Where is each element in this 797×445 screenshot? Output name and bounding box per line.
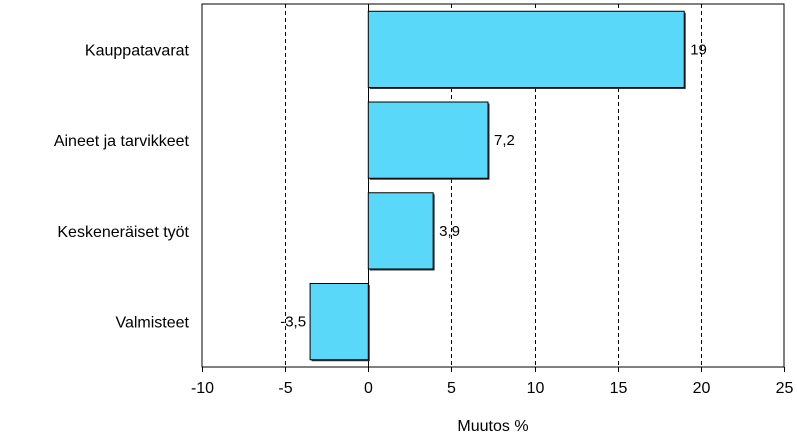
bar <box>368 193 433 269</box>
bar <box>368 11 684 87</box>
category-labels: Kauppatavarat Aineet ja tarvikkeet Keskene… <box>54 42 190 331</box>
x-tick-label: 5 <box>447 380 456 397</box>
x-tick-label: 10 <box>527 380 545 397</box>
category-label: Keskeneräiset työt <box>57 224 189 241</box>
x-tick-labels: -10 -5 0 5 10 15 20 25 <box>191 367 794 397</box>
value-label: 3,9 <box>439 223 460 240</box>
category-label: Aineet ja tarvikkeet <box>54 133 190 150</box>
x-tick-label: 0 <box>364 380 373 397</box>
value-label: 19 <box>690 41 707 58</box>
bar <box>368 102 488 178</box>
bar <box>310 284 368 360</box>
x-tick-label: 15 <box>610 380 628 397</box>
x-axis-title: Muutos % <box>457 418 528 435</box>
category-label: Kauppatavarat <box>85 42 190 59</box>
value-label: 7,2 <box>494 132 515 149</box>
category-label: Valmisteet <box>115 315 189 332</box>
x-tick-label: -10 <box>191 380 214 397</box>
value-label: -3,5 <box>280 314 306 331</box>
x-tick-label: 20 <box>693 380 711 397</box>
x-tick-label: -5 <box>278 380 292 397</box>
x-tick-label: 25 <box>776 380 794 397</box>
